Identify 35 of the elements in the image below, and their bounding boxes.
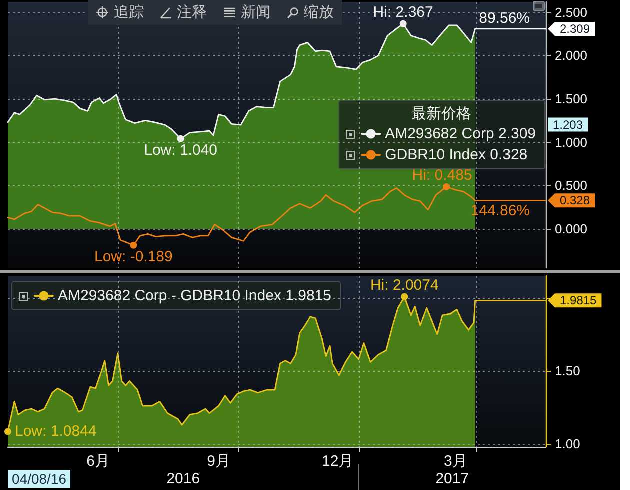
- annotation: Hi: 2.0074: [370, 276, 439, 294]
- ref-line-label: 0.328: [560, 194, 590, 208]
- legend-label: AM293682 Corp - GDBR10 Index 1.9815: [58, 288, 332, 304]
- ref-line-label: 1.9815: [560, 294, 598, 308]
- text: 2017: [436, 470, 470, 488]
- annotation: 追踪: [114, 3, 144, 22]
- y-tick-label: 0.000: [555, 222, 588, 237]
- annotation: Hi: 0.485: [412, 166, 472, 184]
- annotation: 缩放: [304, 3, 334, 22]
- y-tick-label: 1.50: [555, 364, 580, 378]
- y-tick-label: 2.000: [555, 48, 588, 64]
- x-tick-label: 9月: [207, 453, 230, 470]
- legend-label: AM293682 Corp 2.309: [385, 126, 536, 142]
- y-tick-label: 1.000: [555, 134, 588, 150]
- annotation: Low: 1.0844: [15, 423, 97, 440]
- legend-label: GDBR10 Index 0.328: [385, 146, 528, 164]
- y-tick-label: 2.500: [555, 4, 588, 20]
- text: 04/08/16: [12, 471, 67, 487]
- y-tick-label: 0.500: [555, 178, 588, 194]
- annotation: Low: 1.040: [144, 142, 218, 159]
- ref-line-label: 2.309: [560, 22, 590, 36]
- y-tick-label: 1.00: [555, 436, 580, 452]
- x-tick-label: 3月: [444, 453, 468, 470]
- annotation: 89.56%: [479, 10, 530, 27]
- y-tick-label: 1.500: [555, 92, 588, 107]
- annotation: 144.86%: [470, 202, 530, 220]
- annotation: 新闻: [241, 3, 271, 22]
- annotation: 注释: [177, 3, 207, 22]
- legend-title: 最新价格: [412, 106, 472, 122]
- annotation: Hi: 2.367: [373, 4, 434, 21]
- annotation: Low: -0.189: [94, 248, 173, 266]
- x-tick-label: 12月: [322, 453, 354, 470]
- x-tick-label: 6月: [86, 453, 110, 470]
- text: 2016: [166, 470, 200, 488]
- annotation: 1.203: [553, 118, 584, 132]
